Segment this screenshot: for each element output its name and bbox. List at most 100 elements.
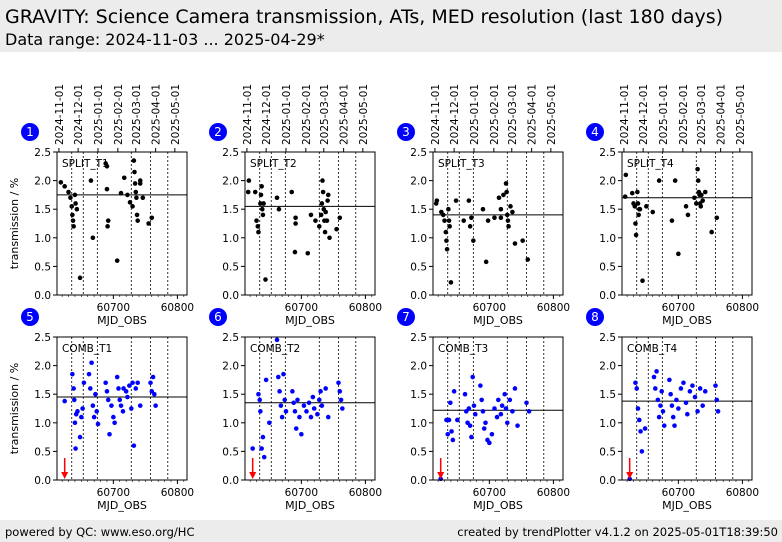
data-point xyxy=(504,420,510,426)
data-point xyxy=(254,218,259,223)
data-point xyxy=(70,371,75,377)
date-tick-label: 2025-01-01 xyxy=(281,84,293,145)
data-point xyxy=(325,198,330,203)
date-tick-label: 2024-12-01 xyxy=(73,84,85,145)
data-point xyxy=(93,391,98,397)
data-point xyxy=(118,190,124,196)
y-tick-label: 0.0 xyxy=(599,290,616,302)
data-point xyxy=(256,229,261,235)
panel-number: 3 xyxy=(402,125,410,139)
y-tick-label: 2.5 xyxy=(599,332,616,344)
data-point xyxy=(261,201,266,206)
plot-frame xyxy=(432,336,564,481)
data-point xyxy=(481,426,487,431)
panel-label: COMB_T3 xyxy=(438,343,488,355)
data-point xyxy=(661,423,667,428)
data-point xyxy=(444,238,449,243)
y-tick-label: 1.5 xyxy=(34,389,51,401)
date-tick-label: 2025-05-01 xyxy=(735,84,747,145)
data-point xyxy=(263,277,268,282)
data-point xyxy=(111,414,116,420)
y-tick-label: 1.0 xyxy=(599,418,616,430)
data-point xyxy=(658,403,663,408)
panel-label: SPLIT_T2 xyxy=(250,158,297,170)
y-tick-label: 0.5 xyxy=(34,446,51,458)
data-point xyxy=(320,189,326,195)
x-axis-label: MJD_OBS xyxy=(473,499,523,512)
y-tick-label: 0.5 xyxy=(222,261,239,273)
y-tick-label: 0.5 xyxy=(34,261,51,273)
data-point xyxy=(498,206,504,212)
data-point xyxy=(446,206,451,212)
data-point xyxy=(640,278,645,284)
data-point xyxy=(68,195,73,201)
data-point xyxy=(71,386,76,391)
data-point xyxy=(622,194,628,199)
data-point xyxy=(121,175,127,181)
data-point xyxy=(499,403,505,408)
data-point xyxy=(104,164,110,169)
data-point xyxy=(446,218,452,223)
data-point xyxy=(319,201,325,206)
panel-label: COMB_T2 xyxy=(250,343,300,355)
x-tick-label: 60800 xyxy=(537,487,570,499)
y-tick-label: 0.5 xyxy=(599,261,616,273)
y-tick-label: 1.0 xyxy=(34,233,51,245)
plot-frame xyxy=(621,336,753,481)
data-point xyxy=(700,198,705,203)
data-point xyxy=(256,391,261,397)
data-point xyxy=(261,454,267,460)
y-tick-label: 0.0 xyxy=(410,475,427,487)
data-point xyxy=(480,206,486,212)
data-point xyxy=(311,406,317,411)
data-point xyxy=(494,414,500,420)
y-tick-label: 2.0 xyxy=(34,176,51,188)
data-point xyxy=(306,400,312,406)
data-point xyxy=(660,409,666,414)
data-point xyxy=(276,374,281,380)
data-point xyxy=(130,204,135,209)
data-point xyxy=(506,224,511,229)
data-point xyxy=(447,400,453,406)
data-point xyxy=(125,394,130,400)
data-point xyxy=(674,397,679,403)
data-point xyxy=(695,178,701,183)
data-point xyxy=(699,192,704,198)
data-point xyxy=(480,409,486,414)
date-tick-label: 2025-03-01 xyxy=(131,84,143,145)
y-tick-label: 2.0 xyxy=(410,361,427,373)
data-point xyxy=(246,178,252,183)
data-point xyxy=(508,204,513,209)
data-point xyxy=(714,397,720,403)
x-axis-label: MJD_OBS xyxy=(285,314,335,327)
x-axis-label: MJD_OBS xyxy=(662,499,712,512)
data-point xyxy=(258,192,264,198)
y-tick-label: 1.0 xyxy=(222,233,239,245)
plot-frame xyxy=(56,336,188,481)
data-point xyxy=(471,238,476,243)
panel-number-badge xyxy=(586,123,604,141)
data-point xyxy=(310,394,316,400)
data-point xyxy=(485,218,491,223)
panel-label: SPLIT_T3 xyxy=(438,158,485,170)
data-point xyxy=(489,431,495,437)
data-point xyxy=(336,380,341,386)
data-point xyxy=(293,426,299,431)
x-tick-label: 60700 xyxy=(662,487,695,499)
y-tick-label: 0.5 xyxy=(410,261,427,273)
data-point xyxy=(443,229,449,235)
date-tick-label: 2025-01-01 xyxy=(658,84,670,145)
y-axis-label: transmission / % xyxy=(8,178,21,269)
data-point xyxy=(635,406,641,411)
panel-number: 4 xyxy=(591,125,599,139)
data-point xyxy=(90,235,96,241)
data-point xyxy=(638,429,643,434)
date-tick-label: 2025-05-01 xyxy=(170,84,182,145)
y-tick-label: 0.0 xyxy=(34,290,51,302)
panel-label: SPLIT_T1 xyxy=(62,158,109,170)
data-point xyxy=(445,431,451,437)
data-point xyxy=(152,391,157,397)
y-tick-label: 2.0 xyxy=(410,176,427,188)
data-point xyxy=(289,189,295,195)
data-point xyxy=(70,218,76,223)
